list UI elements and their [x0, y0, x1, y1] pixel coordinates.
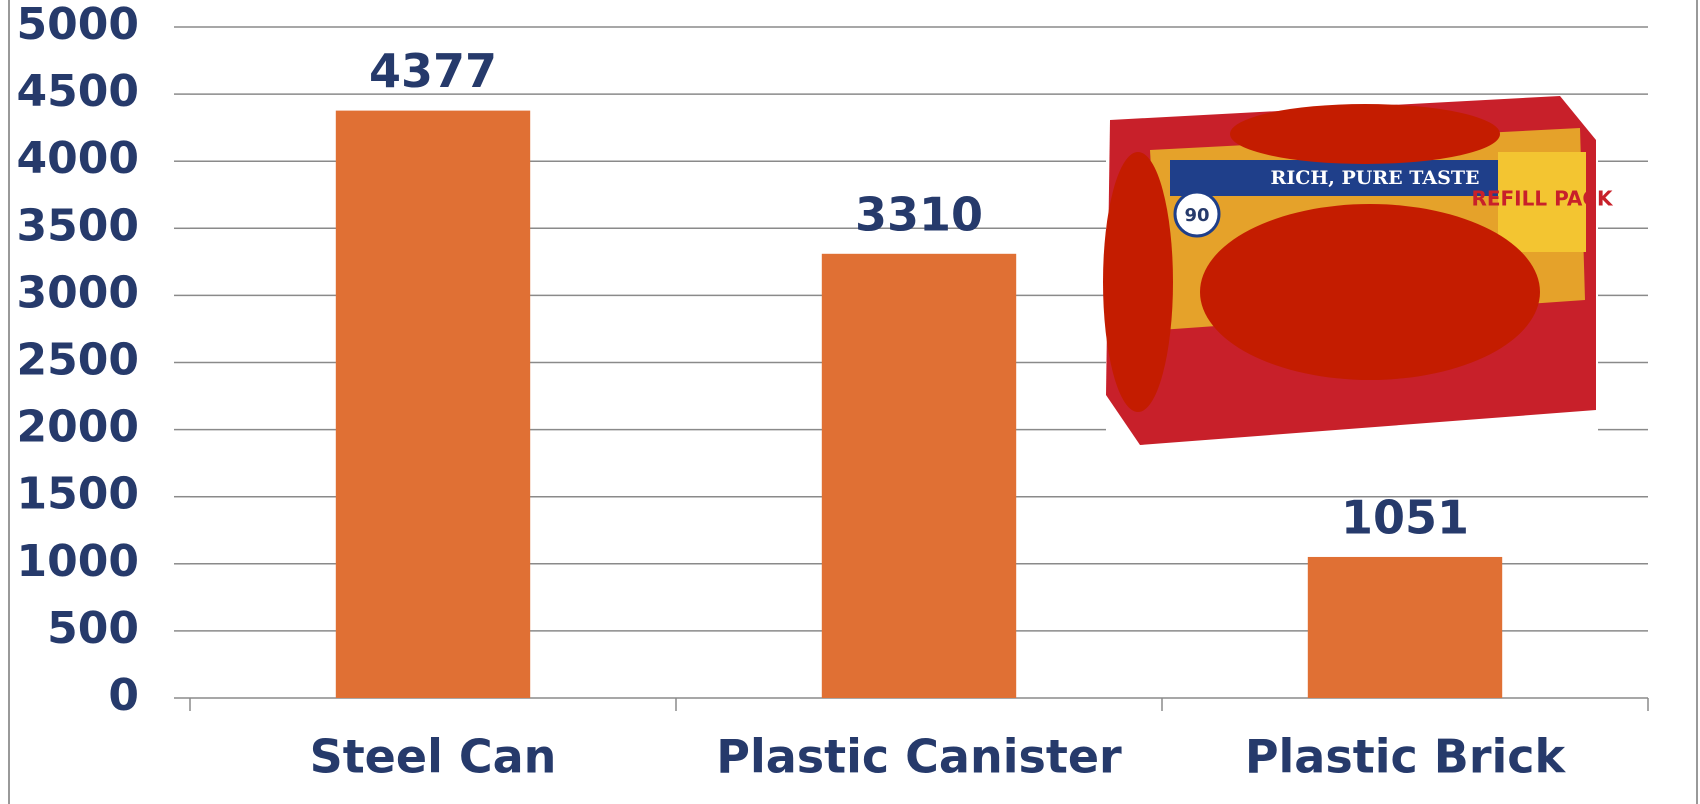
x-tick-label: Steel Can [310, 730, 557, 784]
y-tick-label: 2000 [17, 402, 139, 453]
refill-badge [1498, 152, 1586, 252]
badge [1173, 190, 1221, 238]
y-tick-label: 3500 [17, 200, 139, 251]
frame [8, 0, 1698, 804]
redaction [1103, 152, 1173, 412]
image-text: 90 [1184, 205, 1209, 226]
x-tick-label: Plastic Brick [1245, 730, 1567, 784]
y-tick-label: 2500 [17, 335, 139, 386]
image-text: RICH, PURE TASTE [1271, 167, 1480, 189]
y-tick-label: 4000 [17, 133, 139, 184]
value-label: 4377 [369, 44, 497, 98]
redaction [1230, 104, 1500, 164]
y-tick-label: 5000 [17, 0, 139, 50]
redaction [1200, 204, 1540, 380]
bar [821, 253, 1017, 698]
image-text: REFILL PACK [1471, 187, 1614, 211]
y-tick-label: 4500 [17, 66, 139, 117]
y-tick-label: 500 [47, 603, 139, 654]
value-label: 3310 [855, 187, 983, 241]
bar [335, 110, 531, 699]
bars-layer [335, 110, 1503, 699]
x-tick-label: Plastic Canister [716, 730, 1122, 784]
y-tick-label: 3000 [17, 267, 139, 318]
bar [1307, 556, 1503, 698]
y-tick-label: 0 [108, 670, 139, 721]
y-tick-label: 1000 [17, 536, 139, 587]
value-label: 1051 [1341, 490, 1469, 544]
product-image: RICH, PURE TASTE REFILL PACK 90 [1103, 95, 1614, 447]
y-tick-label: 1500 [17, 469, 139, 520]
